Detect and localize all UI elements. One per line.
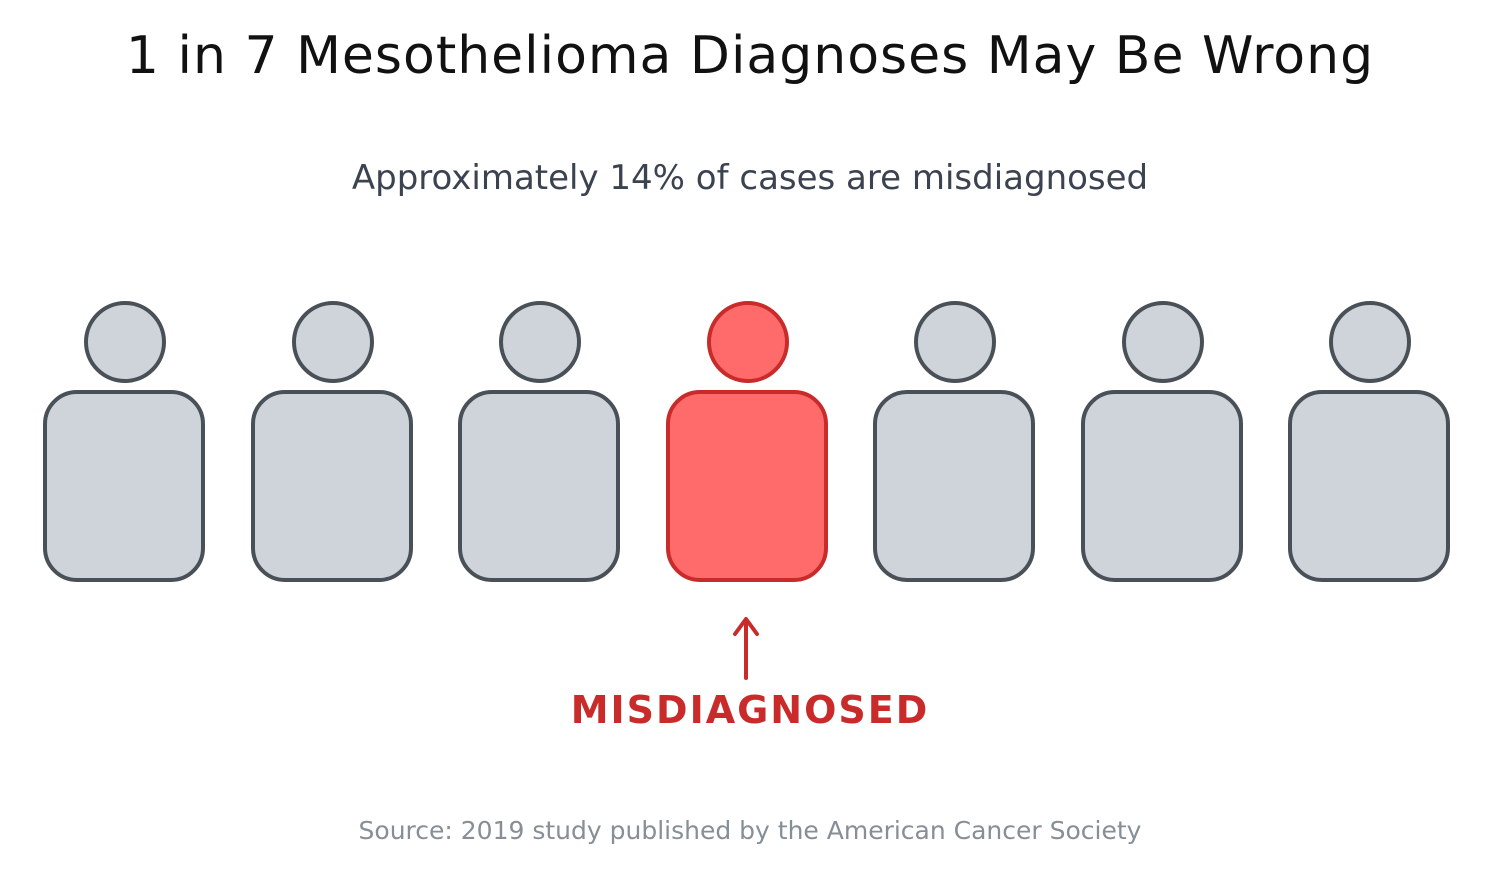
person-icon (455, 290, 625, 590)
person-head (1121, 301, 1204, 383)
people-row (0, 290, 1500, 600)
person-body (665, 390, 828, 582)
source-note: Source: 2019 study published by the Amer… (358, 816, 1142, 845)
person-head (84, 301, 166, 383)
person-head (1329, 301, 1411, 383)
up-arrow-icon (733, 617, 759, 680)
person-icon (1285, 290, 1455, 590)
person-body (1080, 390, 1243, 582)
person-body (43, 390, 205, 582)
page-subtitle: Approximately 14% of cases are misdiagno… (351, 158, 1149, 198)
person-body (458, 390, 620, 582)
person-head (706, 301, 789, 383)
person-body (873, 390, 1035, 582)
person-icon (1078, 290, 1248, 590)
person-body (250, 390, 413, 582)
person-body (1288, 390, 1450, 582)
person-icon (40, 290, 210, 590)
misdiagnosed-label: MISDIAGNOSED (570, 688, 930, 732)
person-head (291, 301, 374, 383)
person-head (499, 301, 581, 383)
person-icon (248, 290, 418, 590)
person-head (914, 301, 996, 383)
person-icon (870, 290, 1040, 590)
page-title: 1 in 7 Mesothelioma Diagnoses May Be Wro… (125, 26, 1375, 86)
person-icon-highlighted (663, 290, 833, 590)
